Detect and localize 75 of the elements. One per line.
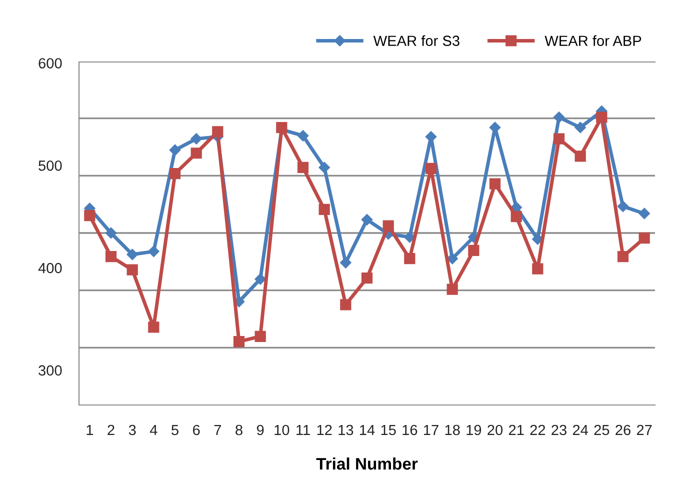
point: [553, 133, 565, 144]
point: [404, 253, 416, 264]
point: [169, 144, 181, 156]
x-tick-label: 17: [424, 424, 438, 436]
x-tick-label: 19: [466, 424, 482, 436]
point: [105, 227, 117, 239]
point: [382, 220, 394, 232]
point: [340, 257, 352, 268]
x-tick-label: 7: [214, 424, 221, 436]
legend-label: WEAR for ABP: [544, 35, 642, 46]
point: [532, 263, 544, 274]
x-tick-label: 10: [274, 424, 290, 436]
point: [468, 244, 480, 256]
y-tick-label: 500: [38, 160, 62, 171]
point: [361, 272, 373, 284]
point: [510, 211, 522, 222]
x-tick-label: 13: [338, 424, 354, 436]
point: [126, 264, 138, 276]
point: [638, 208, 650, 220]
x-tick-label: 12: [317, 424, 332, 436]
legend-label: WEAR for S3: [373, 35, 460, 46]
y-tick-label: 300: [38, 365, 62, 376]
point: [254, 273, 266, 285]
x-tick-label: 27: [636, 424, 652, 436]
point: [148, 322, 160, 333]
x-tick-label: 11: [296, 424, 310, 436]
x-tick-label: 4: [150, 424, 158, 436]
x-tick-label: 8: [236, 424, 242, 436]
x-tick-label: 3: [128, 424, 136, 436]
point: [318, 162, 330, 174]
point: [553, 112, 565, 123]
x-axis-title: Trial Number: [316, 457, 418, 470]
x-tick-label: 16: [402, 424, 418, 436]
point: [297, 162, 309, 174]
x-tick-label: 1: [86, 424, 94, 436]
point: [574, 122, 586, 134]
x-tick-label: 6: [193, 424, 200, 436]
point: [318, 204, 330, 215]
point: [446, 252, 458, 264]
x-tick-label: 25: [594, 424, 610, 436]
x-tick-label: 5: [172, 424, 178, 436]
x-tick-label: 9: [256, 424, 264, 436]
point: [489, 178, 501, 190]
point: [233, 336, 245, 348]
point: [596, 112, 608, 123]
point: [254, 330, 266, 342]
point: [446, 284, 458, 295]
x-tick-label: 14: [360, 424, 375, 436]
point: [638, 232, 650, 244]
point: [84, 210, 96, 222]
point: [574, 150, 586, 162]
x-tick-label: 22: [530, 424, 546, 436]
x-tick-label: 15: [381, 424, 396, 436]
point: [105, 250, 117, 262]
x-tick-label: 24: [572, 424, 588, 436]
point: [340, 299, 352, 310]
point: [126, 248, 138, 260]
point: [425, 162, 437, 174]
point: [190, 148, 202, 159]
x-tick-label: 21: [508, 424, 524, 436]
point: [617, 200, 629, 212]
y-tick-label: 400: [38, 262, 62, 274]
x-tick-label: 26: [616, 424, 630, 436]
point: [361, 214, 373, 226]
point: [190, 133, 202, 144]
x-tick-label: 20: [488, 424, 503, 436]
y-tick-label: 600: [38, 58, 62, 68]
point: [148, 246, 160, 258]
x-tick-label: 2: [108, 424, 114, 436]
x-tick-label: 18: [445, 424, 460, 436]
x-tick-label: 23: [552, 424, 566, 436]
point: [169, 168, 181, 180]
point: [617, 250, 629, 262]
point: [297, 130, 309, 142]
point: [212, 126, 224, 138]
